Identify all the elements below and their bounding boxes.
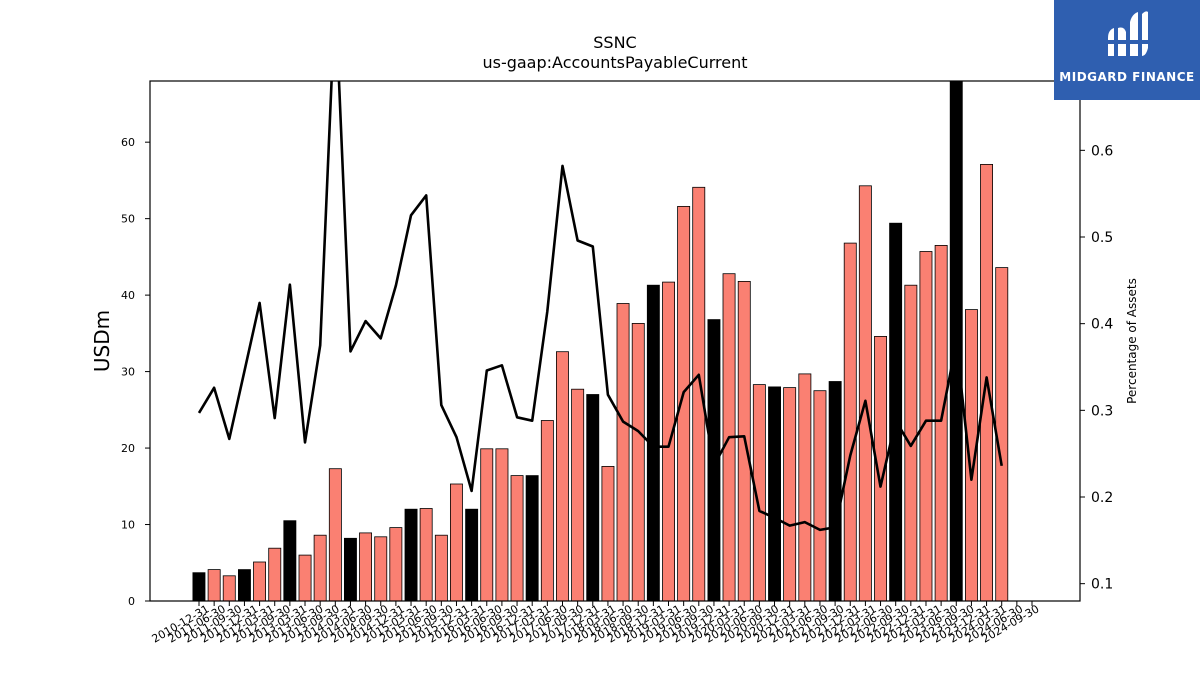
bar-2014-09-30 — [419, 508, 433, 601]
bar-2017-03-31 — [571, 388, 585, 601]
bar-2017-09-30 — [601, 465, 615, 601]
bar-2022-03-31 — [874, 335, 888, 601]
chart-subtitle: us-gaap:AccountsPayableCurrent — [482, 53, 748, 72]
bar-2012-06-30 — [283, 520, 297, 601]
bar-2020-09-30 — [783, 387, 797, 601]
series-line-percentage-of-assets — [197, 81, 1003, 532]
bar-2021-09-30 — [843, 242, 857, 601]
y-tick-label-10: 10 — [121, 519, 135, 532]
y2-tick-label-0.3: 0.3 — [1091, 403, 1113, 419]
bar-2022-06-30 — [889, 222, 903, 601]
y2-tick-label-0.1: 0.1 — [1091, 577, 1113, 593]
bar-2010-12-31 — [192, 572, 206, 601]
bar-2012-03-31 — [268, 547, 282, 601]
bar-2011-03-31 — [207, 569, 221, 601]
y-tick-label-50: 50 — [121, 213, 135, 226]
bar-2014-12-31 — [434, 534, 448, 601]
bar-2016-03-31 — [510, 475, 524, 601]
y2-tick-label-0.2: 0.2 — [1091, 490, 1113, 506]
bar-2015-03-31 — [449, 483, 463, 601]
bar-2016-06-30 — [525, 475, 539, 601]
bar-2011-09-30 — [237, 569, 251, 601]
y-tick-label-20: 20 — [121, 442, 135, 455]
bar-2022-12-31 — [919, 251, 933, 601]
midgard-logo-icon — [1106, 11, 1150, 57]
bar-2021-06-30 — [828, 381, 842, 601]
y-tick-label-0: 0 — [128, 595, 135, 608]
bar-2023-06-30 — [949, 81, 963, 601]
bar-2012-09-30 — [298, 554, 312, 601]
bar-2021-12-31 — [858, 185, 872, 601]
bar-2013-09-30 — [359, 532, 373, 601]
bar-2014-06-30 — [404, 508, 418, 601]
y-tick-label-30: 30 — [121, 366, 135, 379]
y-axis-label: USDm — [90, 310, 114, 372]
bar-2018-09-30 — [662, 281, 676, 601]
chart-title: SSNC — [593, 33, 637, 52]
y2-tick-label-0.5: 0.5 — [1091, 230, 1113, 246]
brand-logo[interactable]: MIDGARD FINANCE — [1054, 0, 1200, 100]
bar-2018-03-31 — [631, 322, 645, 601]
bar-2016-09-30 — [540, 420, 554, 601]
bar-2022-09-30 — [904, 284, 918, 601]
y2-axis-label: Percentage of Assets — [1125, 278, 1139, 404]
bar-2014-03-31 — [389, 527, 403, 601]
bar-2020-12-31 — [798, 373, 812, 601]
bar-2023-09-30 — [965, 309, 978, 601]
bar-2019-03-31 — [692, 186, 706, 601]
y-tick-label-40: 40 — [121, 289, 135, 302]
y2-tick-label-0.6: 0.6 — [1091, 143, 1113, 159]
y2-tick-label-0.4: 0.4 — [1091, 317, 1113, 333]
bar-2023-03-31 — [934, 244, 948, 601]
bar-2016-12-31 — [556, 351, 569, 601]
bar-2011-06-30 — [222, 575, 236, 601]
bar-2013-03-31 — [328, 468, 342, 601]
bar-2020-03-31 — [752, 384, 766, 601]
logo-text: MIDGARD FINANCE — [1059, 70, 1195, 84]
bar-2012-12-31 — [313, 534, 327, 601]
plot-frame — [149, 80, 1081, 602]
bar-2021-03-31 — [813, 390, 827, 601]
bar-2013-06-30 — [343, 537, 357, 601]
bar-2017-06-30 — [586, 394, 600, 601]
bar-2018-12-31 — [677, 205, 691, 601]
bar-2015-06-30 — [465, 508, 479, 601]
bar-2011-12-31 — [253, 561, 267, 601]
bar-2017-12-31 — [616, 303, 630, 601]
bar-2020-06-30 — [768, 386, 782, 601]
bar-2015-12-31 — [495, 448, 509, 601]
bar-2018-06-30 — [646, 284, 660, 601]
y-tick-label-60: 60 — [121, 136, 135, 149]
bar-2015-09-30 — [480, 448, 494, 601]
bar-2013-12-31 — [374, 536, 388, 601]
